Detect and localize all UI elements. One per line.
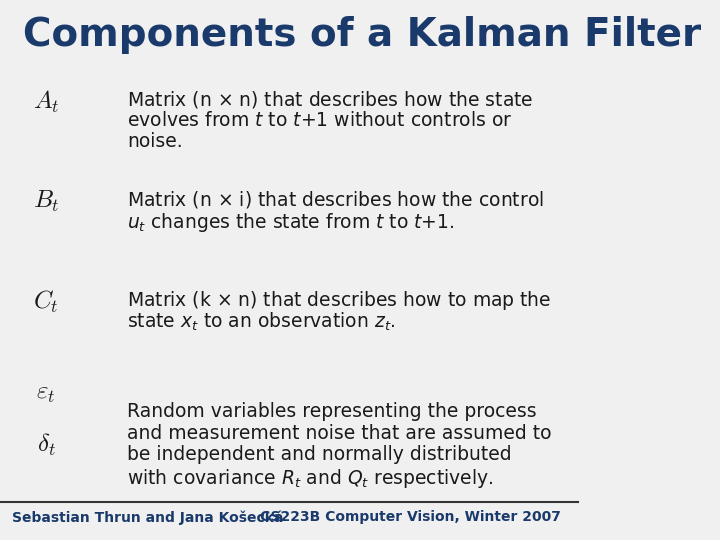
Text: with covariance $R_t$ and $Q_t$ respectively.: with covariance $R_t$ and $Q_t$ respecti…: [127, 467, 494, 490]
Text: $A_t$: $A_t$: [33, 89, 60, 116]
Text: evolves from $t$ to $t$+1 without controls or: evolves from $t$ to $t$+1 without contro…: [127, 111, 513, 130]
Text: Components of a Kalman Filter: Components of a Kalman Filter: [23, 16, 701, 54]
Text: Sebastian Thrun and Jana Košecká: Sebastian Thrun and Jana Košecká: [12, 510, 283, 525]
Text: Matrix (k $\times$ n) that describes how to map the: Matrix (k $\times$ n) that describes how…: [127, 289, 552, 312]
Text: $u_t$ changes the state from $t$ to $t$+1.: $u_t$ changes the state from $t$ to $t$+…: [127, 211, 454, 234]
Text: noise.: noise.: [127, 132, 183, 151]
Text: Matrix (n $\times$ i) that describes how the control: Matrix (n $\times$ i) that describes how…: [127, 189, 544, 210]
Text: Matrix (n $\times$ n) that describes how the state: Matrix (n $\times$ n) that describes how…: [127, 89, 534, 110]
Text: $B_t$: $B_t$: [33, 189, 60, 214]
Text: Random variables representing the process: Random variables representing the proces…: [127, 402, 536, 421]
Text: $C_t$: $C_t$: [33, 289, 59, 315]
Text: and measurement noise that are assumed to: and measurement noise that are assumed t…: [127, 424, 552, 443]
Text: $\delta_t$: $\delta_t$: [37, 432, 55, 458]
Text: CS223B Computer Vision, Winter 2007: CS223B Computer Vision, Winter 2007: [260, 510, 561, 524]
Text: be independent and normally distributed: be independent and normally distributed: [127, 446, 512, 464]
Text: $\varepsilon_t$: $\varepsilon_t$: [37, 381, 56, 404]
Text: state $x_t$ to an observation $z_t$.: state $x_t$ to an observation $z_t$.: [127, 310, 396, 333]
